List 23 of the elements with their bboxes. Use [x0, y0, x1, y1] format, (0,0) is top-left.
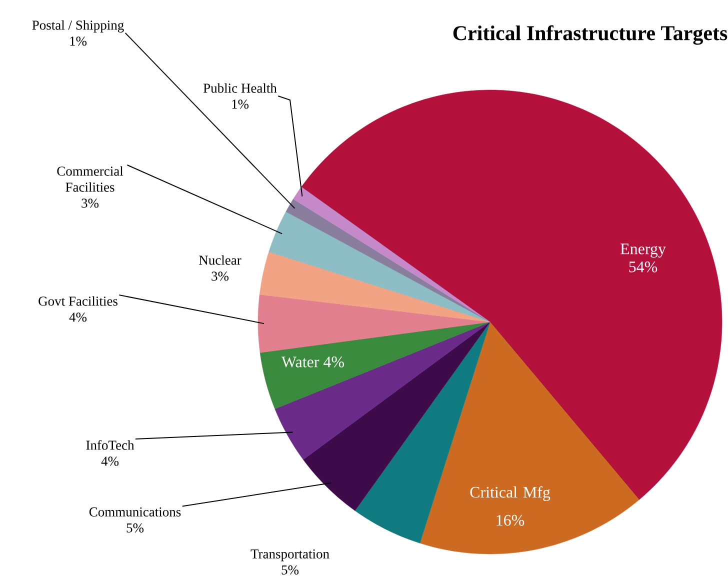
- slice-label: Water: [281, 356, 320, 368]
- chart-title: Critical Infrastructure Targets: [453, 25, 728, 45]
- data-label: 16%: [496, 514, 524, 526]
- slice-label: Nuclear: [199, 255, 242, 265]
- data-label: 1%: [70, 36, 87, 46]
- slice-label: Public Health: [203, 83, 277, 93]
- data-label: 3%: [212, 272, 229, 281]
- data-label: 3%: [82, 198, 99, 208]
- slice-label: Critical Mfg: [470, 486, 550, 501]
- slice-label: Postal / Shipping: [32, 20, 124, 32]
- data-label: 54%: [629, 261, 658, 272]
- data-label: 4%: [324, 356, 344, 368]
- slice-label: Energy: [620, 244, 666, 258]
- data-label: 1%: [232, 100, 249, 109]
- slice-label: InfoTech: [86, 440, 134, 450]
- data-label: 5%: [126, 523, 144, 533]
- slice-label: Govt Facilities: [38, 296, 118, 306]
- slice-label: Communications: [89, 507, 181, 516]
- slice-label: Commercial Facilities: [57, 166, 124, 192]
- data-label: 4%: [69, 312, 87, 322]
- data-label: 4%: [101, 456, 119, 466]
- slice-label: Transportation: [250, 549, 330, 562]
- data-label: 5%: [282, 565, 299, 575]
